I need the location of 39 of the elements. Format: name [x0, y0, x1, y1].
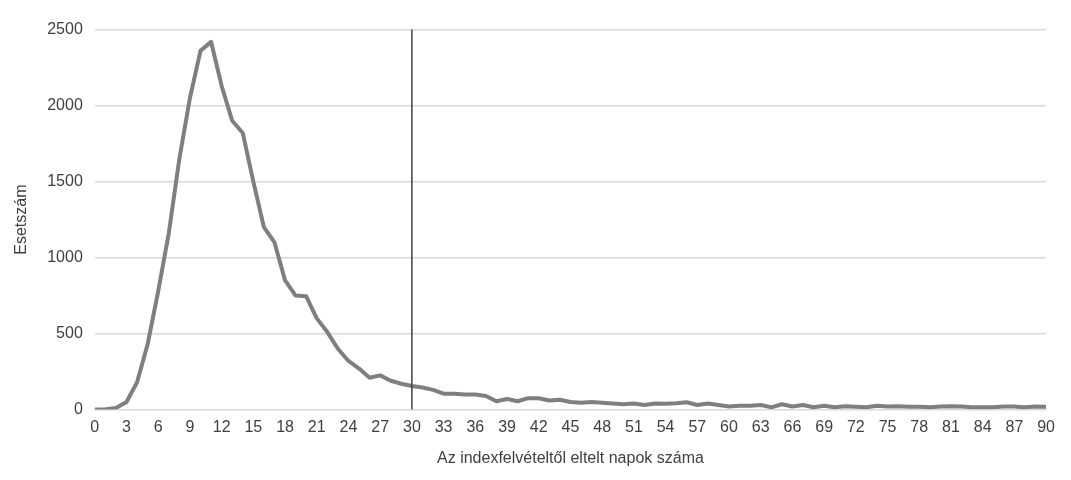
- y-tick-label: 2000: [47, 96, 83, 114]
- x-tick-label: 81: [942, 417, 960, 435]
- y-tick-label: 1000: [47, 248, 83, 266]
- x-tick-label: 66: [783, 417, 802, 435]
- x-tick-label: 51: [624, 417, 643, 435]
- x-tick-label: 72: [846, 417, 865, 435]
- x-tick-label: 45: [561, 417, 580, 435]
- y-tick-label: 500: [56, 324, 83, 342]
- x-tick-label: 78: [910, 417, 929, 435]
- x-tick-label: 3: [122, 417, 132, 435]
- x-tick-label: 57: [688, 417, 707, 435]
- x-tick-label: 18: [276, 417, 295, 435]
- x-tick-label: 15: [244, 417, 263, 435]
- x-tick-label: 21: [307, 417, 326, 435]
- y-tick-label: 2500: [47, 20, 83, 38]
- x-tick-label: 0: [90, 417, 100, 435]
- y-tick-label: 0: [73, 400, 83, 418]
- x-tick-label: 39: [498, 417, 517, 435]
- x-tick-label: 48: [593, 417, 612, 435]
- x-tick-label: 36: [466, 417, 485, 435]
- x-tick-label: 75: [878, 417, 897, 435]
- x-tick-label: 60: [720, 417, 738, 435]
- y-axis-title: Esetszám: [12, 184, 30, 255]
- x-tick-label: 12: [212, 417, 231, 435]
- x-tick-label: 54: [656, 417, 675, 435]
- x-tick-label: 6: [153, 417, 163, 435]
- y-tick-label: 1500: [47, 172, 83, 190]
- x-tick-label: 27: [371, 417, 390, 435]
- x-tick-label: 90: [1037, 417, 1056, 435]
- x-tick-label: 69: [815, 417, 834, 435]
- x-tick-label: 84: [973, 417, 992, 435]
- x-tick-label: 30: [403, 417, 421, 435]
- x-tick-label: 9: [185, 417, 195, 435]
- x-tick-label: 33: [434, 417, 453, 435]
- x-tick-label: 42: [529, 417, 548, 435]
- x-axis-title: Az indexfelvételtől eltelt napok száma: [437, 448, 704, 466]
- x-tick-label: 63: [751, 417, 770, 435]
- x-tick-label: 24: [339, 417, 358, 435]
- x-tick-label: 87: [1005, 417, 1024, 435]
